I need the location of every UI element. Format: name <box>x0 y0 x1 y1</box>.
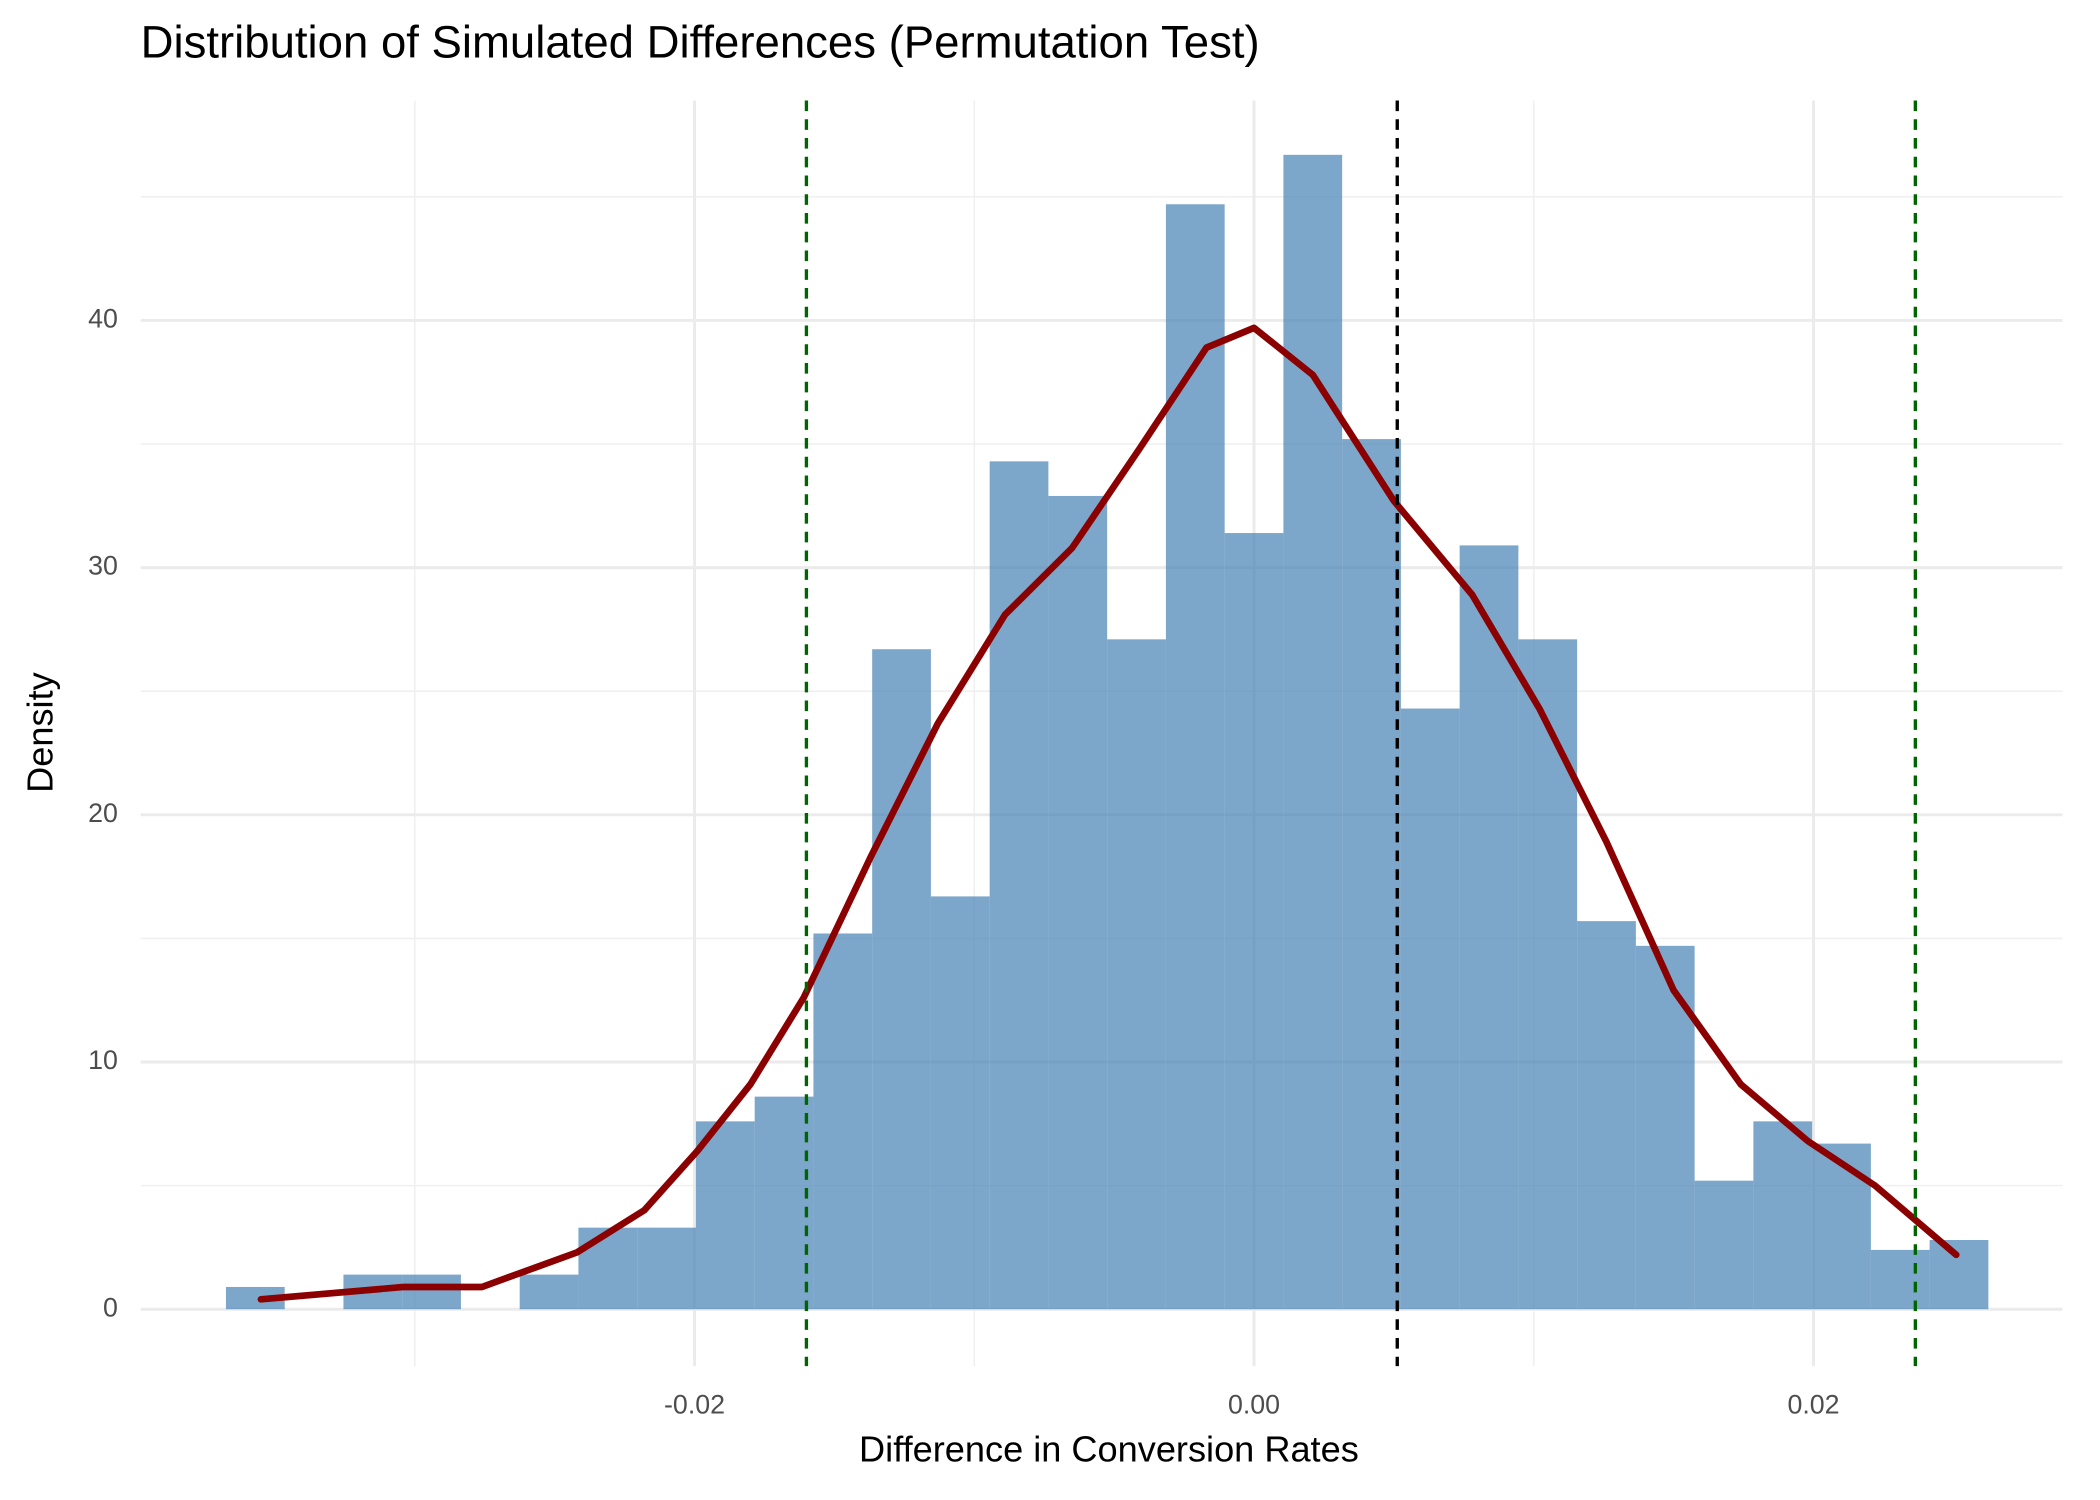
y-axis-title: Density <box>19 672 60 793</box>
bar <box>989 461 1049 1310</box>
bar <box>1812 1143 1871 1310</box>
x-tick-label: -0.02 <box>664 1389 725 1419</box>
bar <box>1694 1180 1754 1310</box>
y-tick-label: 10 <box>88 1045 118 1075</box>
bar <box>1577 921 1636 1310</box>
bar <box>754 1096 814 1310</box>
bar <box>1224 533 1284 1310</box>
x-axis-title: Difference in Conversion Rates <box>859 1428 1359 1469</box>
bar <box>402 1274 461 1310</box>
bar <box>1753 1121 1813 1310</box>
bar <box>1518 639 1578 1310</box>
bar <box>1048 495 1108 1310</box>
bar <box>1635 945 1695 1310</box>
x-tick-label: 0.02 <box>1787 1389 1839 1419</box>
bar <box>1400 708 1460 1310</box>
bar <box>813 933 873 1310</box>
bar <box>225 1286 285 1310</box>
bar <box>578 1227 638 1310</box>
y-tick-label: 40 <box>88 304 118 334</box>
bar <box>1459 545 1519 1310</box>
bar <box>930 896 990 1310</box>
bar <box>695 1121 755 1310</box>
bar <box>1107 639 1166 1310</box>
y-tick-label: 30 <box>88 551 118 581</box>
bar <box>637 1227 696 1310</box>
bar <box>1342 439 1401 1310</box>
y-tick-label: 0 <box>103 1292 118 1322</box>
density-curve <box>257 324 1960 1303</box>
bar <box>1870 1249 1930 1310</box>
y-tick-label: 20 <box>88 798 118 828</box>
bar <box>1283 154 1343 1310</box>
chart-title: Distribution of Simulated Differences (P… <box>141 17 1260 68</box>
bar <box>519 1274 579 1310</box>
bar <box>1929 1240 1989 1310</box>
x-tick-label: 0.00 <box>1228 1389 1280 1419</box>
